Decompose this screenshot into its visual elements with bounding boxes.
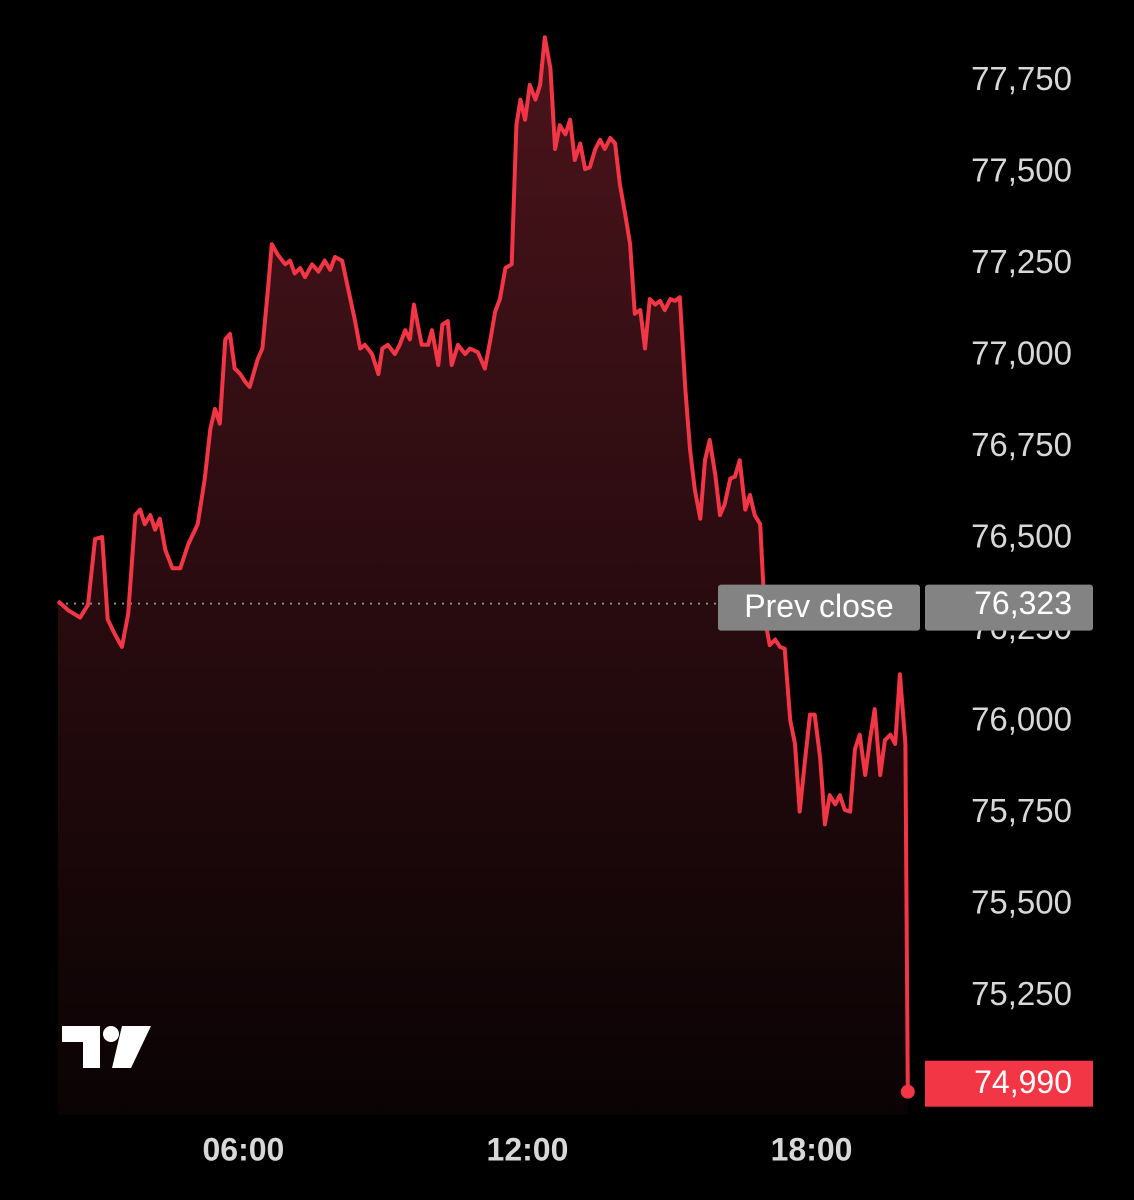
y-tick-label: 75,500 — [971, 884, 1072, 921]
area — [58, 37, 908, 1115]
tradingview-logo — [62, 1026, 151, 1068]
y-tick-label: 76,000 — [971, 701, 1072, 738]
prev-close-name: Prev close — [744, 588, 893, 624]
x-tick-label: 06:00 — [203, 1131, 285, 1167]
y-tick-label: 75,250 — [971, 975, 1072, 1012]
x-tick-label: 12:00 — [487, 1131, 569, 1167]
logo-t — [62, 1026, 100, 1068]
prev-close-name-badge — [718, 584, 920, 631]
last-price-label: 74,990 — [974, 1064, 1072, 1100]
y-tick-label: 76,500 — [971, 518, 1072, 555]
plot: 75,25075,50075,75076,00076,25076,50076,7… — [56, 35, 1072, 1167]
y-tick-label: 77,000 — [971, 335, 1072, 372]
prev-close-value: 76,323 — [974, 585, 1072, 621]
logo-slash — [112, 1026, 151, 1068]
overlay: 74,990 Prev close 76,323 — [718, 584, 1093, 1107]
price-line — [56, 35, 910, 1092]
last-point — [900, 1084, 915, 1099]
logo-dot — [103, 1026, 119, 1042]
last-price-badge — [925, 1060, 1093, 1107]
y-tick-label: 76,750 — [971, 426, 1072, 463]
prev-close-value-badge — [925, 584, 1093, 631]
y-tick-label: 77,250 — [971, 243, 1072, 280]
y-tick-label: 77,500 — [971, 151, 1072, 188]
y-tick-label: 77,750 — [971, 60, 1072, 97]
x-tick-label: 18:00 — [771, 1131, 853, 1167]
y-tick-label: 75,750 — [971, 792, 1072, 829]
